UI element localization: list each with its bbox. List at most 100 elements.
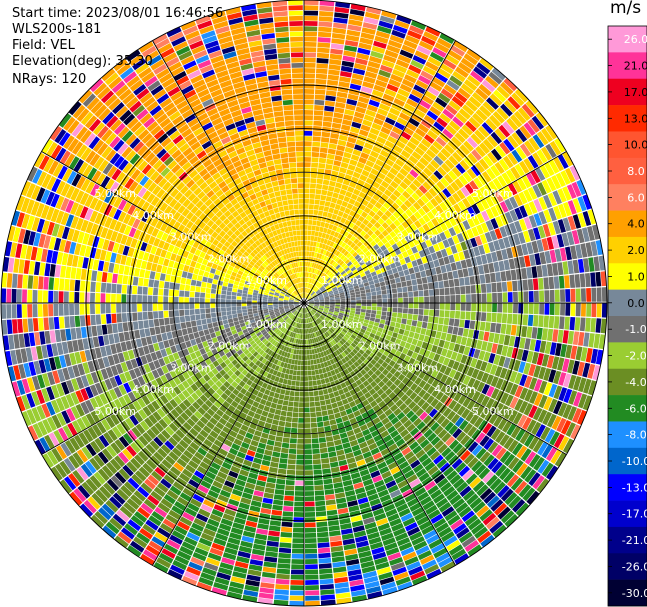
velocity-gate	[455, 243, 463, 253]
velocity-gate	[408, 331, 415, 338]
velocity-gate	[340, 71, 352, 78]
velocity-gate	[295, 386, 300, 392]
velocity-gate	[346, 169, 354, 176]
velocity-gate	[363, 114, 375, 122]
velocity-gate	[512, 280, 518, 292]
velocity-gate	[578, 332, 585, 346]
velocity-gate	[180, 322, 187, 329]
velocity-gate	[351, 300, 356, 303]
velocity-gate	[563, 373, 572, 388]
velocity-gate	[304, 104, 314, 110]
velocity-gate	[403, 199, 413, 208]
velocity-gate	[329, 138, 338, 145]
velocity-gate	[352, 171, 361, 179]
velocity-gate	[364, 194, 372, 202]
velocity-gate	[413, 303, 419, 309]
velocity-gate	[334, 412, 341, 419]
velocity-gate	[528, 215, 537, 228]
velocity-gate	[432, 47, 447, 58]
velocity-gate	[296, 465, 304, 470]
velocity-gate	[421, 35, 436, 47]
velocity-gate	[340, 300, 346, 303]
velocity-gate	[504, 211, 514, 224]
velocity-gate	[442, 58, 457, 70]
velocity-gate	[420, 70, 434, 81]
velocity-gate	[432, 101, 445, 112]
velocity-gate	[336, 91, 348, 99]
velocity-gate	[306, 277, 308, 283]
velocity-gate	[323, 111, 334, 117]
velocity-gate	[360, 230, 367, 237]
velocity-gate	[474, 321, 481, 330]
velocity-gate	[384, 117, 396, 126]
velocity-gate	[471, 303, 477, 312]
velocity-gate	[304, 141, 312, 147]
velocity-gate	[366, 309, 372, 314]
velocity-gate	[344, 267, 350, 273]
velocity-gate	[581, 303, 586, 317]
velocity-gate	[148, 319, 155, 328]
velocity-gate	[304, 381, 309, 387]
velocity-gate	[562, 217, 571, 232]
velocity-gate	[306, 288, 309, 293]
velocity-gate	[548, 276, 555, 290]
velocity-gate	[443, 317, 450, 326]
velocity-gate	[557, 154, 569, 169]
velocity-gate	[312, 294, 317, 298]
velocity-gate	[366, 6, 382, 15]
velocity-gate	[418, 75, 431, 85]
velocity-gate	[486, 135, 499, 148]
velocity-gate	[358, 96, 370, 104]
velocity-gate	[437, 92, 451, 104]
velocity-gate	[471, 226, 480, 237]
velocity-gate	[325, 256, 330, 263]
velocity-gate	[346, 246, 353, 253]
velocity-gate	[471, 203, 481, 215]
velocity-gate	[326, 158, 334, 165]
velocity-gate	[304, 136, 312, 141]
velocity-gate	[452, 151, 463, 163]
velocity-gate	[519, 160, 530, 174]
velocity-gate	[332, 242, 338, 249]
velocity-gate	[532, 134, 545, 149]
velocity-gate	[436, 117, 448, 128]
velocity-gate	[159, 325, 166, 334]
velocity-gate	[282, 511, 293, 517]
velocity-gate	[486, 97, 499, 110]
velocity-gate	[562, 201, 572, 217]
velocity-gate	[474, 129, 486, 142]
velocity-gate	[461, 124, 474, 136]
velocity-gate	[330, 301, 335, 303]
velocity-gate	[378, 69, 391, 78]
velocity-gate	[564, 275, 570, 289]
velocity-gate	[434, 309, 440, 317]
velocity-gate	[526, 267, 533, 279]
velocity-gate	[551, 235, 560, 249]
velocity-gate	[328, 414, 335, 421]
velocity-gate	[304, 41, 317, 47]
velocity-gate	[290, 427, 298, 434]
velocity-gate	[418, 185, 428, 194]
velocity-gate	[342, 119, 352, 126]
velocity-gate	[311, 292, 316, 297]
velocity-gate	[435, 250, 443, 259]
velocity-gate	[422, 283, 429, 290]
velocity-gate	[462, 328, 469, 337]
velocity-gate	[360, 290, 366, 294]
velocity-gate	[405, 186, 415, 196]
velocity-gate	[447, 170, 458, 181]
velocity-gate	[318, 552, 331, 559]
velocity-gate	[275, 484, 285, 490]
velocity-gate	[411, 279, 418, 286]
velocity-gate	[567, 330, 574, 345]
velocity-gate	[344, 109, 355, 116]
velocity-gate	[389, 230, 397, 239]
velocity-gate	[485, 220, 494, 231]
velocity-gate	[444, 144, 455, 155]
velocity-gate	[426, 201, 435, 211]
velocity-gate	[312, 453, 321, 460]
velocity-gate	[284, 390, 291, 396]
velocity-gate	[346, 252, 352, 259]
velocity-gate	[579, 317, 586, 332]
velocity-gate	[533, 198, 543, 212]
